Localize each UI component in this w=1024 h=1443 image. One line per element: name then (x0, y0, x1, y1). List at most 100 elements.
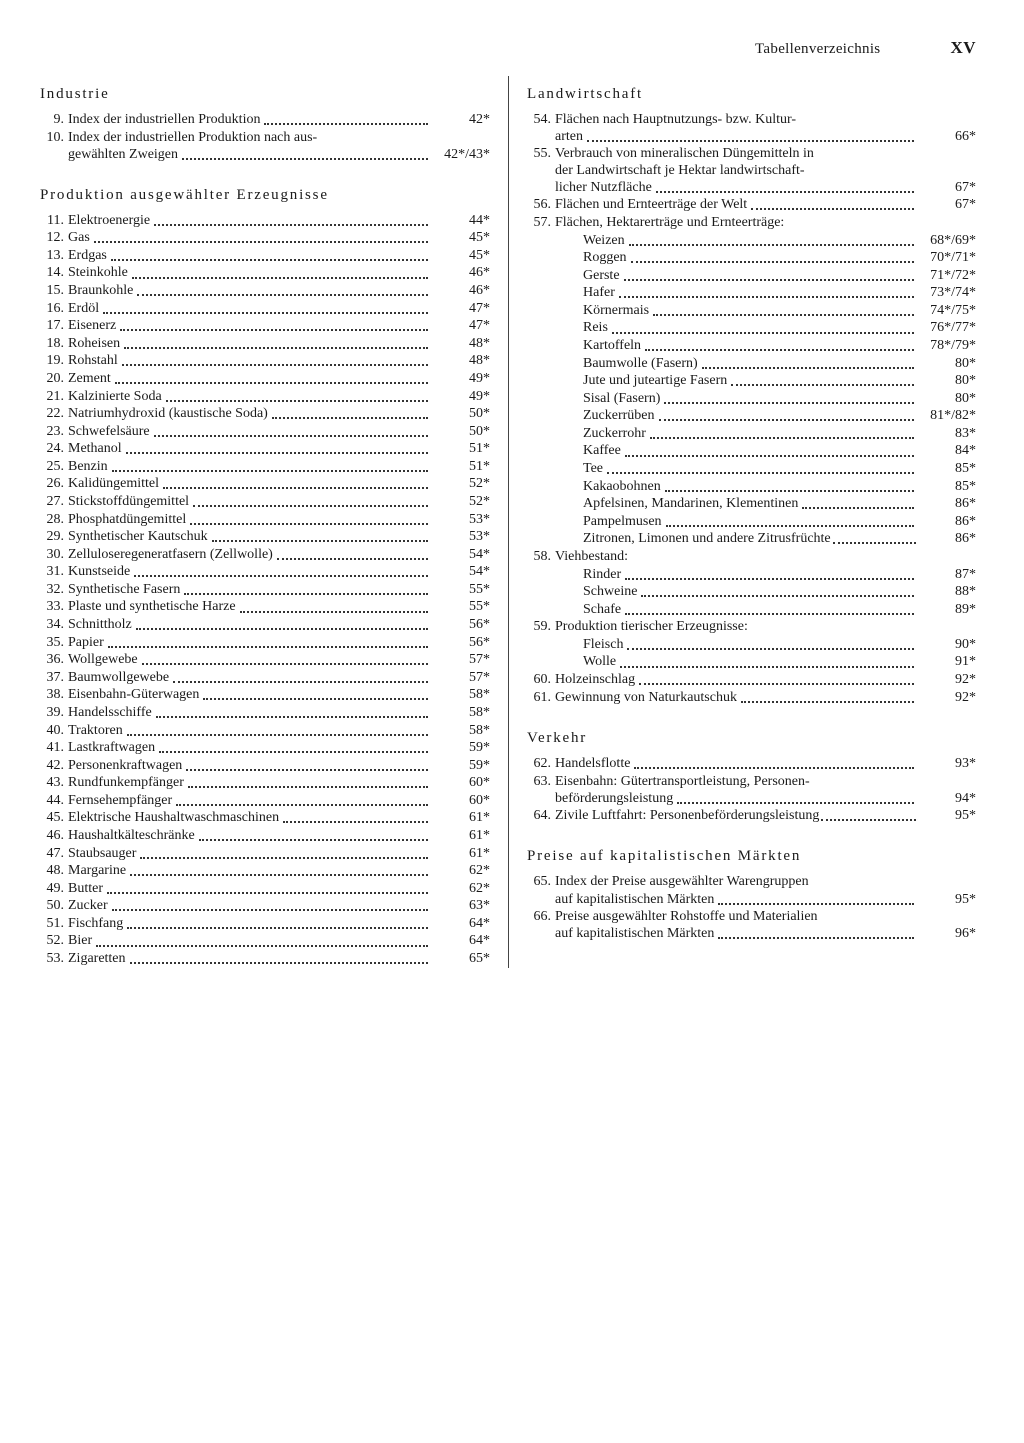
entry-number: 31. (40, 563, 64, 580)
entry-label: Gerste (583, 267, 620, 284)
entry-label: Pampelmusen (583, 513, 662, 530)
leader-dots (639, 682, 914, 685)
leader-dots (629, 243, 914, 246)
entry-label: Synthetischer Kautschuk (68, 528, 208, 545)
entry-number: 15. (40, 282, 64, 299)
toc-entry: 37.Baumwollgewebe57* (40, 669, 490, 686)
columns: Industrie9.Index der industriellen Produ… (40, 76, 976, 968)
toc-subentry: Schweine88* (527, 583, 976, 600)
toc-subentry: Wolle91* (527, 653, 976, 670)
entry-number: 63. (527, 773, 551, 807)
entry-number: 58. (527, 548, 551, 565)
entry-number: 11. (40, 212, 64, 229)
entry-page: 66* (918, 128, 976, 145)
entry-page: 85* (918, 478, 976, 495)
leader-dots (625, 454, 914, 457)
entry-label: Synthetische Fasern (68, 581, 180, 598)
leader-dots (166, 399, 428, 402)
entry-number: 38. (40, 686, 64, 703)
leader-dots (645, 348, 914, 351)
leader-dots (653, 313, 914, 316)
entry-page: 80* (918, 355, 976, 372)
toc-entry: 17.Eisenerz47* (40, 317, 490, 334)
entry-label-line: Preise ausgewählter Rohstoffe und Materi… (555, 908, 976, 925)
section-heading: Industrie (40, 86, 490, 103)
entry-page: 93* (918, 755, 976, 772)
entry-page: 80* (918, 372, 976, 389)
leader-dots (264, 122, 428, 125)
leader-dots (634, 766, 914, 769)
toc-entry: 9.Index der industriellen Produktion42* (40, 111, 490, 128)
entry-label: Personenkraftwagen (68, 757, 182, 774)
leader-dots (111, 258, 428, 261)
toc-entry: 14.Steinkohle46* (40, 264, 490, 281)
entry-label: Index der industriellen Produktion (68, 111, 260, 128)
entry-number: 18. (40, 335, 64, 352)
toc-subentry: Tee85* (527, 460, 976, 477)
entry-page: 85* (918, 460, 976, 477)
entry-page: 45* (432, 229, 490, 246)
toc-entry: 49.Butter62* (40, 880, 490, 897)
toc-entry: 23.Schwefelsäure50* (40, 423, 490, 440)
leader-dots (134, 574, 428, 577)
entry-label: Butter (68, 880, 103, 897)
entry-page: 45* (432, 247, 490, 264)
toc-entry: 53.Zigaretten65* (40, 950, 490, 967)
leader-dots (277, 557, 428, 560)
toc-entry: 32.Synthetische Fasern55* (40, 581, 490, 598)
entry-label: Kalidüngemittel (68, 475, 159, 492)
leader-dots (199, 838, 428, 841)
leader-dots (136, 627, 428, 630)
leader-dots (137, 293, 428, 296)
entry-label: auf kapitalistischen Märkten (555, 925, 714, 942)
entry-page: 42* (432, 111, 490, 128)
toc-entry: 10.Index der industriellen Produktion na… (40, 129, 490, 163)
entry-number: 19. (40, 352, 64, 369)
entry-label: Zigaretten (68, 950, 126, 967)
entry-label: Kartoffeln (583, 337, 641, 354)
entry-page: 84* (918, 442, 976, 459)
toc-entry: 51.Fischfang64* (40, 915, 490, 932)
entry-number: 65. (527, 873, 551, 907)
entry-number: 55. (527, 145, 551, 196)
entry-page: 89* (918, 601, 976, 618)
toc-entry: 46.Haushaltkälteschränke61* (40, 827, 490, 844)
entry-page: 70*/71* (918, 249, 976, 266)
leader-dots (122, 363, 428, 366)
toc-entry: 25.Benzin51* (40, 458, 490, 475)
entry-page: 86* (918, 495, 976, 512)
toc-entry: 43.Rundfunkempfänger60* (40, 774, 490, 791)
leader-dots (625, 612, 914, 615)
entry-label: Steinkohle (68, 264, 128, 281)
entry-page: 47* (432, 300, 490, 317)
toc-entry: 16.Erdöl47* (40, 300, 490, 317)
leader-dots (126, 451, 428, 454)
toc-entry: 39.Handelsschiffe58* (40, 704, 490, 721)
entry-number: 44. (40, 792, 64, 809)
leader-dots (182, 157, 428, 160)
leader-dots (203, 697, 428, 700)
entry-label: Fleisch (583, 636, 623, 653)
entry-label: Kunstseide (68, 563, 130, 580)
entry-page: 90* (918, 636, 976, 653)
entry-label: Zucker (68, 897, 108, 914)
leader-dots (731, 383, 914, 386)
toc-entry: 65.Index der Preise ausgewählter Warengr… (527, 873, 976, 907)
leader-dots (127, 733, 428, 736)
toc-entry: 45.Elektrische Haushaltwaschmaschinen61* (40, 809, 490, 826)
entry-page: 56* (432, 616, 490, 633)
entry-label: Benzin (68, 458, 108, 475)
entry-label: Braunkohle (68, 282, 133, 299)
entry-number: 28. (40, 511, 64, 528)
entry-number: 37. (40, 669, 64, 686)
leader-dots (132, 276, 428, 279)
entry-page: 91* (918, 653, 976, 670)
toc-subentry: Zuckerrüben81*/82* (527, 407, 976, 424)
entry-lastline: arten66* (555, 128, 976, 145)
leader-dots (272, 416, 428, 419)
leader-dots (193, 504, 428, 507)
entry-page: 50* (432, 423, 490, 440)
entry-page: 53* (432, 511, 490, 528)
entry-label: Viehbestand: (555, 548, 628, 565)
leader-dots (702, 366, 914, 369)
